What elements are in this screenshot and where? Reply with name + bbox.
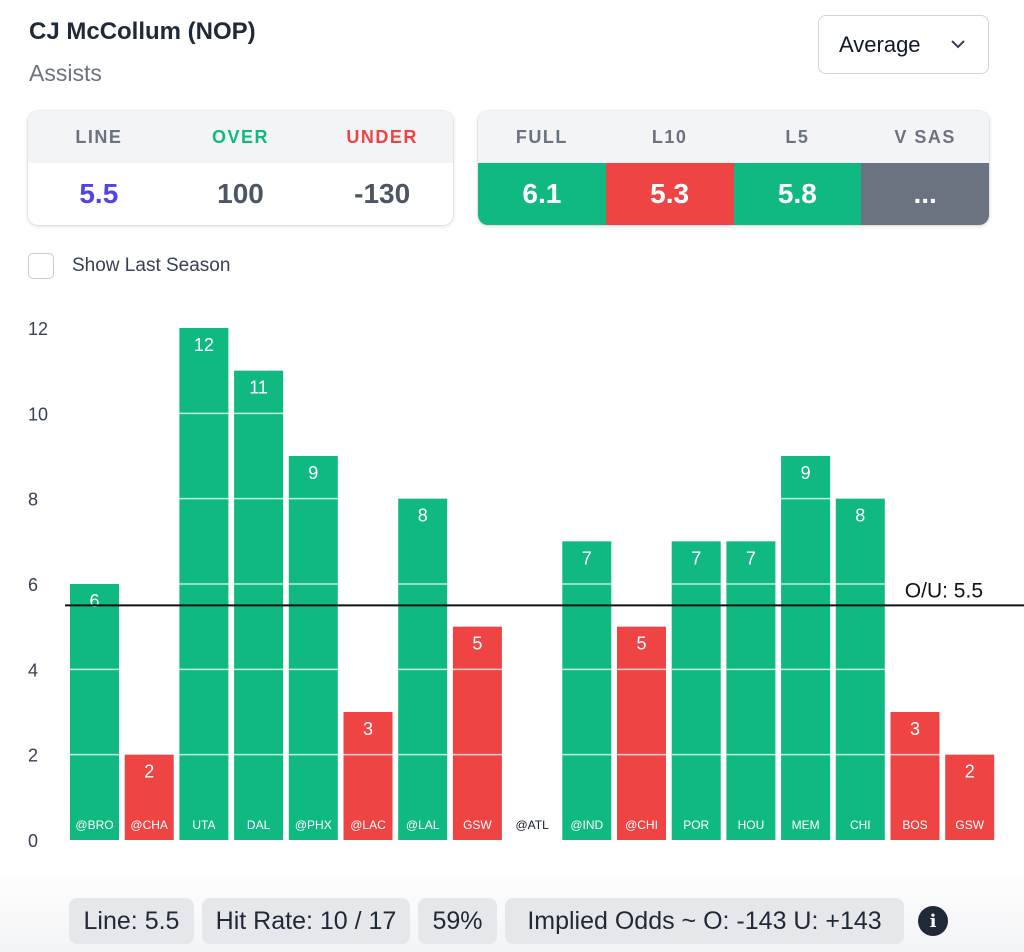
- line-pill: Line: 5.5: [69, 898, 194, 944]
- bar: [562, 541, 612, 840]
- bar-value-label: 9: [308, 463, 318, 483]
- stat-name: Assists: [29, 60, 102, 86]
- bar-category-label: GSW: [463, 818, 492, 832]
- y-tick-label: 2: [28, 746, 38, 766]
- avg-header-l10: L10: [651, 126, 688, 147]
- hit-percent-pill: 59%: [418, 898, 497, 944]
- bar-value-label: 8: [855, 506, 865, 526]
- bar-value-label: 5: [472, 634, 482, 654]
- odds-header-over: OVER: [212, 126, 270, 147]
- y-tick-label: 0: [28, 831, 38, 851]
- odds-value-under: -130: [354, 178, 411, 209]
- bar: [617, 626, 666, 840]
- y-tick-label: 12: [28, 319, 48, 339]
- implied-odds-pill: Implied Odds ~ O: -143 U: +143: [505, 898, 904, 944]
- odds-value-line: 5.5: [79, 178, 119, 209]
- bar: [726, 541, 776, 840]
- select-value: Average: [839, 31, 921, 57]
- bar-category-label: @IND: [570, 818, 603, 832]
- average-select[interactable]: Average: [818, 15, 989, 74]
- averages-card: FULL L10 L5 V SAS 6.1 5.3 5.8 ...: [478, 111, 989, 225]
- y-tick-label: 4: [28, 660, 38, 680]
- bar-category-label: @CHI: [625, 818, 658, 832]
- bar-category-label: @LAC: [350, 818, 386, 832]
- bar: [343, 712, 393, 840]
- over-under-label: O/U: 5.5: [905, 579, 983, 602]
- bar: [70, 584, 119, 840]
- bar-category-label: CHI: [850, 818, 871, 832]
- bar-category-label: MEM: [792, 818, 820, 832]
- bar-value-label: 2: [965, 762, 975, 782]
- bar-value-label: 2: [144, 762, 154, 782]
- odds-header-under: UNDER: [346, 126, 418, 147]
- bar-category-label: @CHA: [130, 818, 168, 832]
- show-last-season-toggle[interactable]: Show Last Season: [28, 253, 230, 279]
- bar-category-label: @ATL: [515, 818, 549, 832]
- y-tick-label: 8: [28, 490, 38, 510]
- bar-category-label: @BRO: [75, 818, 113, 832]
- avg-value-l5[interactable]: 5.8: [733, 163, 862, 225]
- bar: [671, 541, 721, 840]
- odds-card: LINE OVER UNDER 5.5 100 -130: [28, 111, 453, 225]
- avg-header-full: FULL: [515, 126, 568, 147]
- y-tick-label: 6: [28, 575, 38, 595]
- avg-header-l5: L5: [785, 126, 810, 147]
- avg-value-l10[interactable]: 5.3: [605, 163, 734, 225]
- bar-category-label: POR: [683, 818, 709, 832]
- show-last-season-checkbox[interactable]: [28, 253, 54, 279]
- bar-value-label: 3: [363, 719, 373, 739]
- bar-category-label: @LAL: [406, 818, 440, 832]
- avg-header-vs-opponent: V SAS: [894, 126, 956, 147]
- assists-bar-chart: 0 2 4 6 8 10 12 6 @BRO 2 @CHA 12 UTA 11 DAL 9 @PHX 3 @LAC 8…: [28, 319, 1024, 851]
- player-name: CJ McCollum (NOP): [29, 18, 256, 45]
- bar-value-label: 7: [582, 548, 592, 568]
- bar-value-label: 6: [89, 591, 99, 611]
- bar-value-label: 7: [691, 548, 701, 568]
- hit-rate-pill: Hit Rate: 10 / 17: [202, 898, 410, 944]
- chevron-down-icon: [951, 40, 965, 49]
- bar-category-label: UTA: [192, 818, 215, 832]
- bar-value-label: 12: [194, 335, 214, 355]
- bar: [781, 456, 831, 840]
- avg-value-full[interactable]: 6.1: [478, 163, 606, 225]
- bar: [452, 626, 502, 840]
- bar-value-label: 5: [636, 634, 646, 654]
- bar: [890, 712, 940, 840]
- odds-value-over: 100: [217, 178, 264, 209]
- bar: [945, 754, 995, 840]
- info-icon[interactable]: i: [918, 906, 948, 936]
- y-tick-label: 10: [28, 404, 48, 424]
- bar-category-label: DAL: [247, 818, 271, 832]
- bar: [124, 754, 174, 840]
- bar-category-label: BOS: [902, 818, 927, 832]
- bar-category-label: GSW: [955, 818, 984, 832]
- bar-value-label: 11: [249, 378, 268, 398]
- show-last-season-label: Show Last Season: [72, 255, 231, 276]
- bar-value-label: 7: [746, 548, 756, 568]
- odds-header-line: LINE: [75, 126, 123, 147]
- bar-value-label: 3: [910, 719, 920, 739]
- avg-value-vs-opponent[interactable]: ...: [861, 163, 989, 225]
- bar-category-label: @PHX: [295, 818, 332, 832]
- bar-value-label: 9: [801, 463, 811, 483]
- bar-value-label: 8: [418, 506, 428, 526]
- bar-category-label: HOU: [738, 818, 765, 832]
- bar: [288, 456, 338, 840]
